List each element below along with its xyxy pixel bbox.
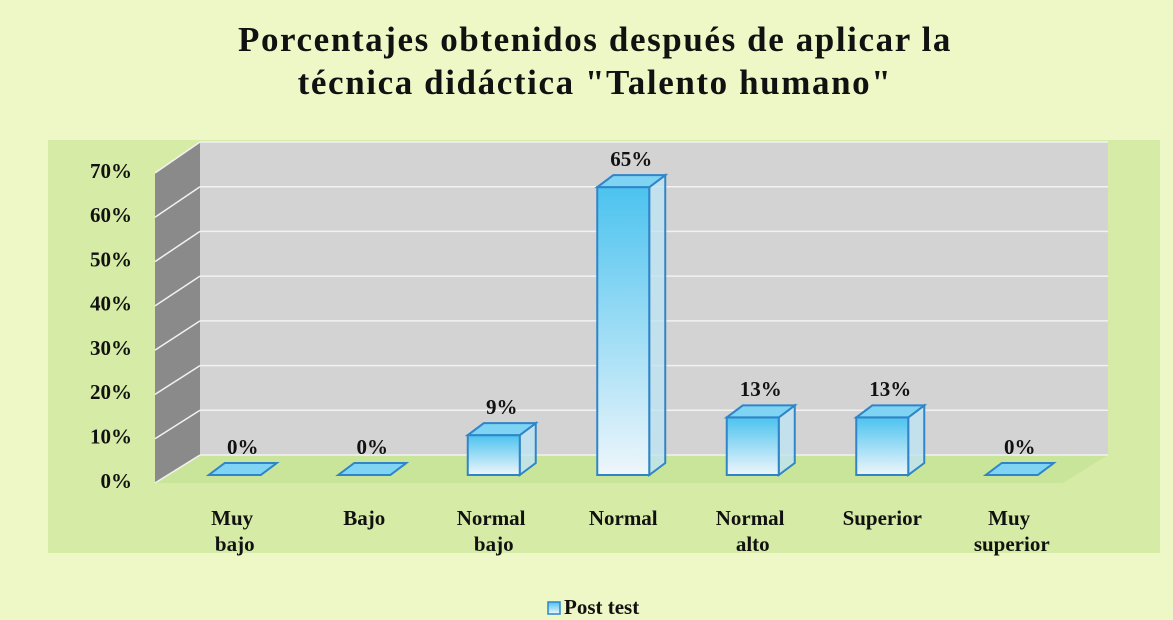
y-tick-label: 60% bbox=[90, 203, 132, 227]
x-tick-label-line: Bajo bbox=[343, 506, 385, 530]
grid-line-side bbox=[154, 230, 201, 263]
x-tick-label-line: Muy bbox=[211, 506, 258, 530]
bar-top bbox=[464, 422, 539, 437]
y-tick-label: 30% bbox=[90, 336, 132, 360]
side-wall bbox=[155, 142, 200, 483]
x-tick-label-line: bajo bbox=[474, 532, 514, 556]
grid-line-side bbox=[154, 186, 201, 218]
legend-swatch bbox=[547, 601, 561, 615]
y-tick-label: 0% bbox=[101, 469, 133, 493]
value-label: 13% bbox=[869, 377, 911, 401]
y-tick-label: 20% bbox=[90, 380, 132, 404]
x-tick-label: Normal bajo bbox=[457, 506, 531, 556]
bar-top bbox=[853, 404, 928, 419]
value-label: 0% bbox=[227, 435, 259, 459]
bar-top bbox=[723, 404, 798, 419]
value-label: 9% bbox=[486, 395, 518, 419]
value-label: 0% bbox=[357, 435, 389, 459]
x-tick-label-line: Muy bbox=[988, 506, 1035, 530]
grid-line-side bbox=[154, 320, 201, 351]
bar-top bbox=[335, 462, 410, 476]
x-tick-label: Superior bbox=[843, 506, 922, 530]
x-tick-label: Bajo bbox=[343, 506, 385, 530]
x-tick-label: Muy bajo bbox=[211, 506, 258, 556]
bar-top bbox=[982, 462, 1057, 476]
grid-line-side bbox=[154, 141, 201, 174]
x-tick-label-line: Normal bbox=[457, 506, 531, 530]
x-tick-label: Normal bbox=[589, 506, 658, 530]
bar bbox=[855, 416, 910, 476]
bar-top bbox=[594, 174, 669, 189]
value-label: 65% bbox=[610, 147, 652, 171]
value-label: 13% bbox=[740, 377, 782, 401]
x-tick-label: Normal alto bbox=[716, 506, 790, 556]
bar-side bbox=[648, 173, 667, 477]
y-tick-label: 70% bbox=[90, 159, 132, 183]
grid-line-side bbox=[154, 454, 201, 484]
grid-line-side bbox=[154, 409, 201, 440]
bar-top bbox=[205, 462, 280, 476]
y-tick-label: 10% bbox=[90, 425, 132, 449]
x-tick-label-line: superior bbox=[974, 532, 1050, 556]
grid-line-side bbox=[154, 364, 201, 396]
chart-title: Porcentajes obtenidos después de aplicar… bbox=[237, 20, 953, 102]
x-tick-label-line: Normal bbox=[589, 506, 658, 530]
bar bbox=[725, 416, 780, 476]
y-tick-label: 40% bbox=[90, 292, 132, 316]
bar bbox=[596, 186, 651, 476]
y-tick-label: 50% bbox=[90, 247, 132, 271]
x-tick-label-line: alto bbox=[736, 532, 770, 556]
value-label: 0% bbox=[1004, 435, 1036, 459]
bar bbox=[466, 434, 521, 476]
x-tick-label-line: Normal bbox=[716, 506, 790, 530]
x-tick-label-line: Superior bbox=[843, 506, 922, 530]
legend-label: Post test bbox=[564, 595, 639, 619]
x-tick-label-line: bajo bbox=[215, 532, 255, 556]
grid-line-side bbox=[154, 275, 201, 307]
x-tick-label: Muy superior bbox=[974, 506, 1050, 556]
